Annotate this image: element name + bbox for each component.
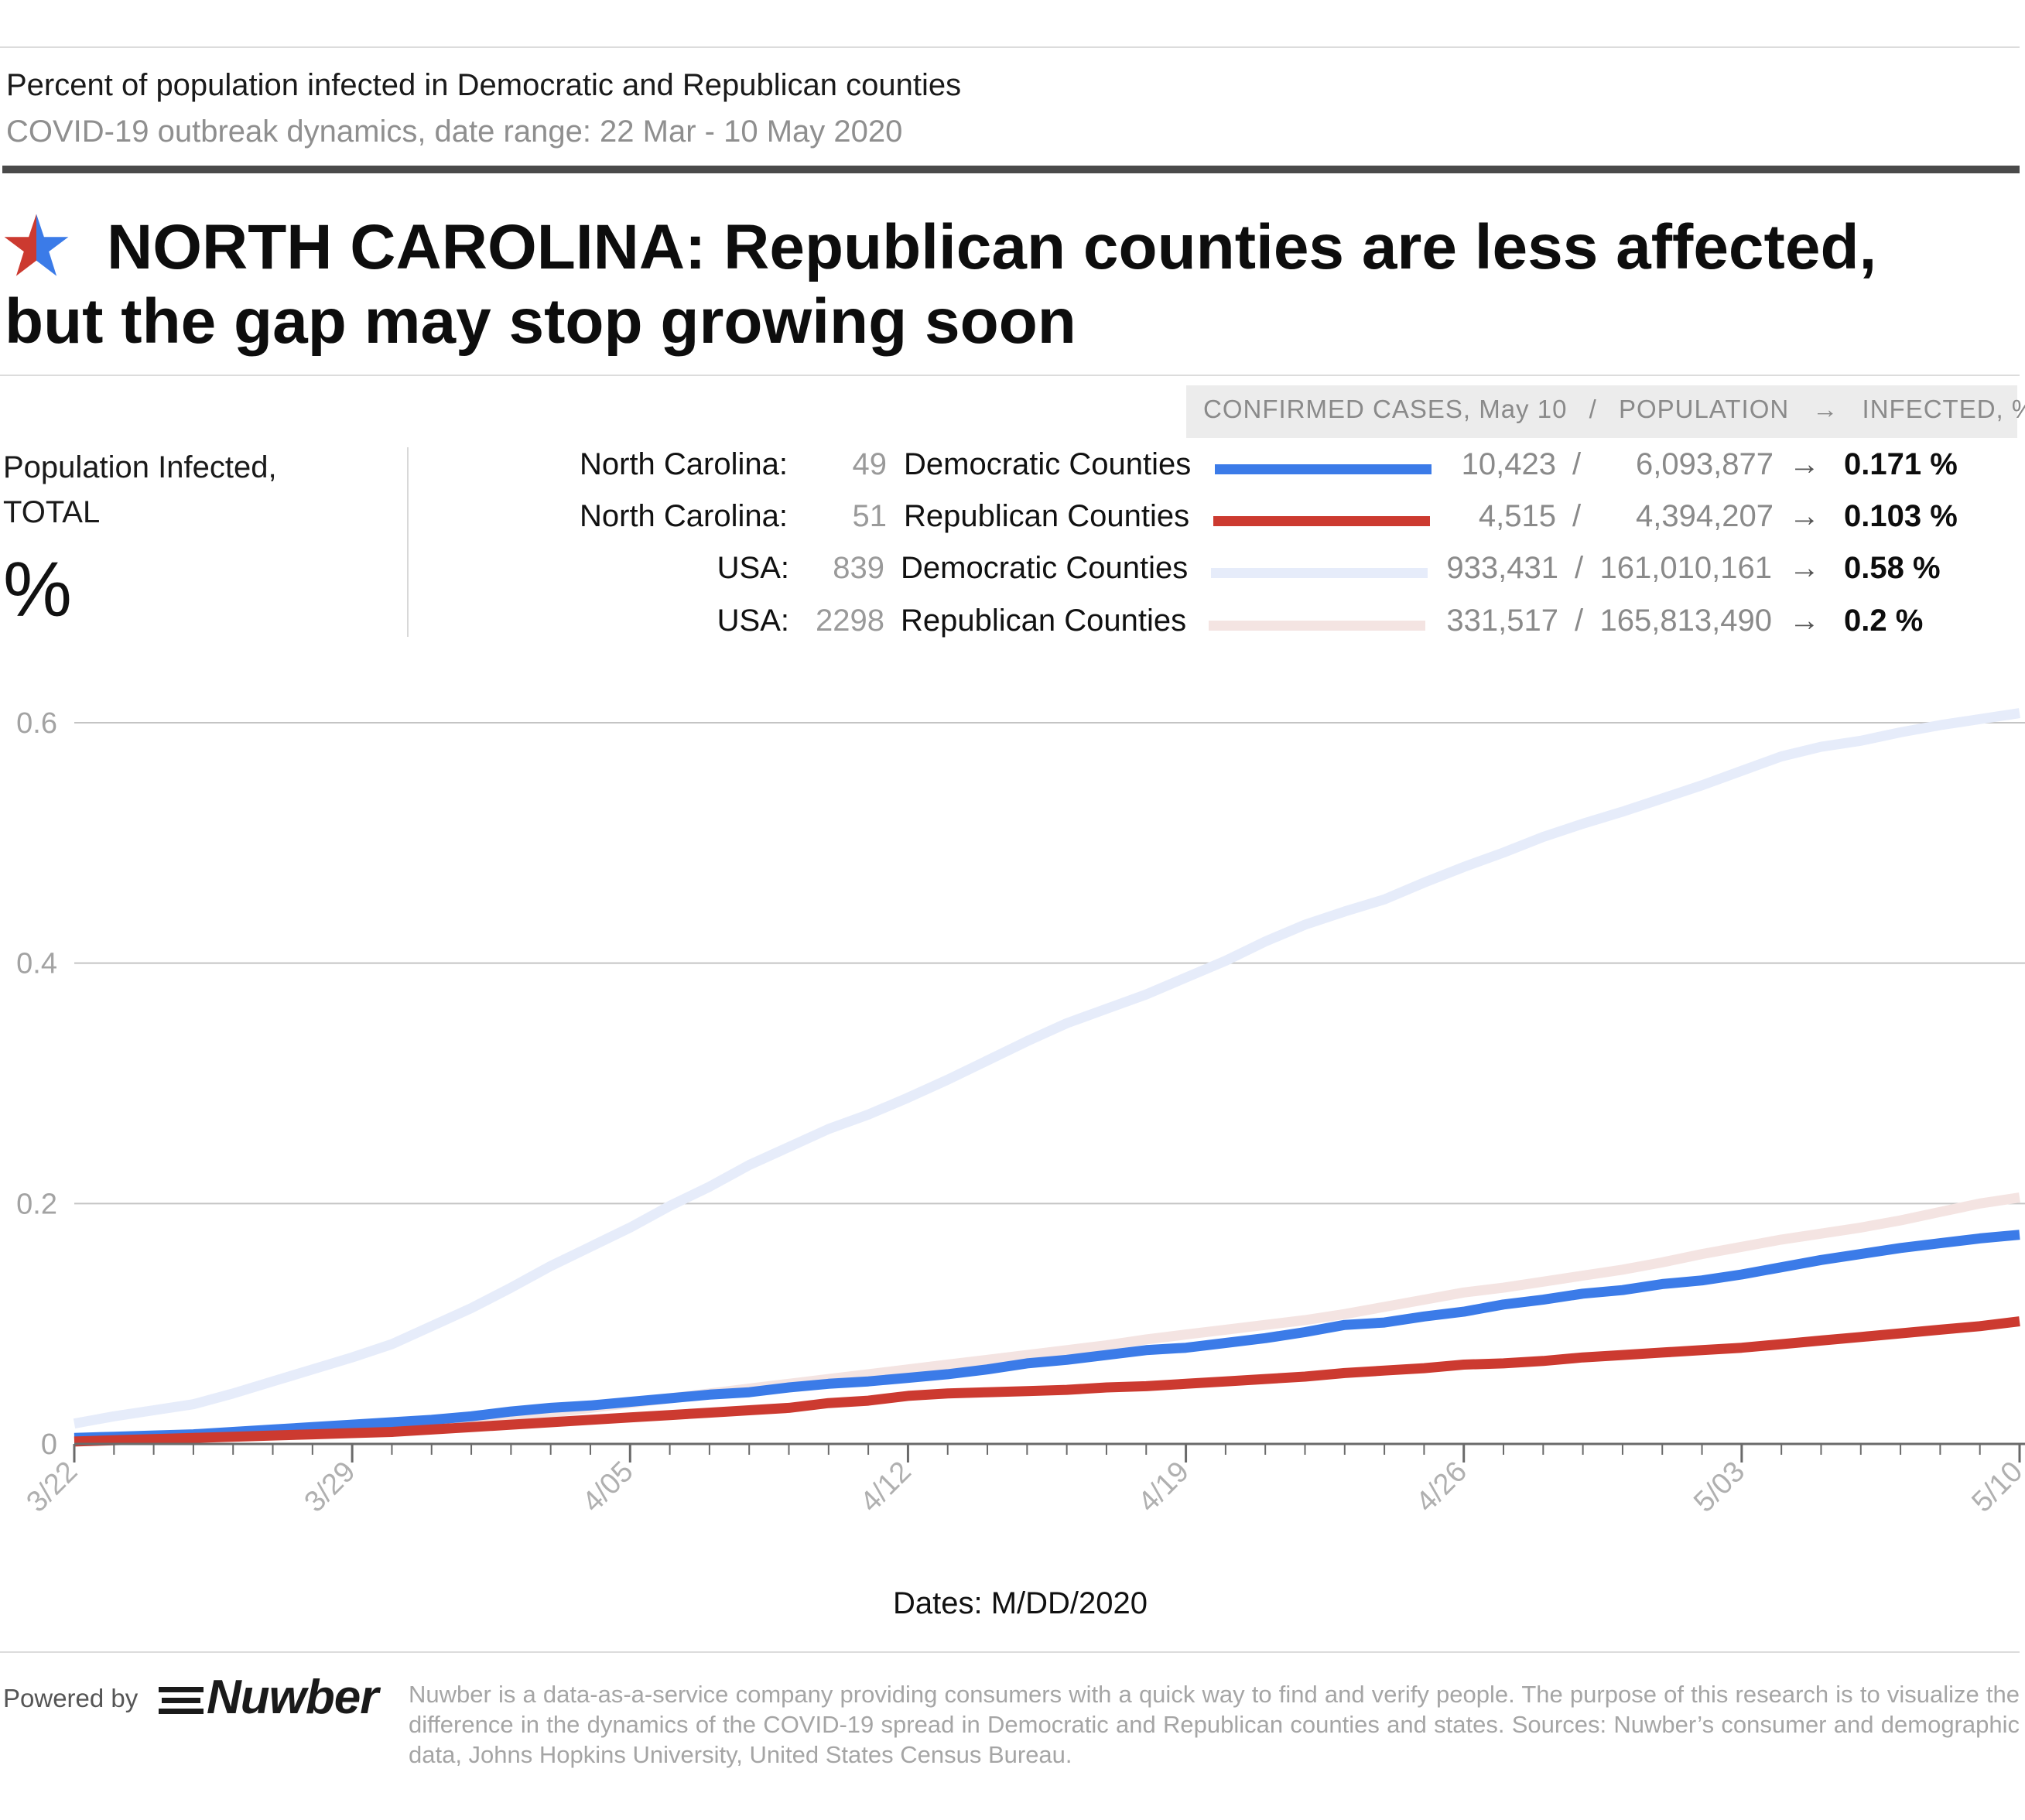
gridlines: 0 0.2 0.4 0.6	[16, 707, 2025, 1461]
x-tick-label: 5/10	[1965, 1456, 2025, 1519]
legend-region: North Carolina:	[579, 447, 788, 481]
legend-slash: /	[1572, 447, 1582, 481]
chart-subtitle: Percent of population infected in Democr…	[6, 68, 962, 102]
legend-population: 4,394,207	[1636, 499, 1774, 533]
legend-cases: 331,517	[1446, 604, 1558, 638]
population-infected-label-line2: TOTAL	[3, 495, 101, 529]
logo-text: Nuwber	[207, 1671, 378, 1724]
legend-arrow: →	[1789, 551, 1820, 585]
x-tick-label: 4/19	[1132, 1456, 1196, 1519]
legend-slash: /	[1575, 551, 1584, 585]
x-tick-label: 4/26	[1410, 1456, 1473, 1519]
legend-header-slash: /	[1589, 395, 1597, 423]
legend-population: 161,010,161	[1599, 551, 1772, 585]
legend-infected-percent: 0.2 %	[1844, 604, 1924, 638]
legend-cases: 4,515	[1478, 499, 1556, 533]
legend-slash: /	[1572, 499, 1582, 533]
legend-swatch-red	[1213, 516, 1430, 526]
legend-swatch-blue	[1215, 464, 1432, 474]
legend-arrow: →	[1789, 499, 1820, 533]
legend-infected-percent: 0.58 %	[1844, 551, 1941, 585]
footer-rule	[0, 1651, 2020, 1653]
x-axis: 3/22 3/29 4/05 4/12 4/19 4/26 5/03 5/10	[20, 1442, 2025, 1519]
population-infected-label-line1: Population Infected,	[3, 450, 277, 484]
legend-region: USA:	[717, 551, 789, 585]
header-divider	[2, 166, 2020, 173]
series-line-north-carolina-democratic-counties	[74, 1230, 2020, 1443]
x-tick-label: 4/05	[576, 1456, 640, 1519]
x-axis-title: Dates: M/DD/2020	[892, 1586, 1148, 1620]
legend-swatch-light-blue	[1211, 568, 1428, 578]
legend-row-nc-rep: North Carolina: 51 Republican Counties 4…	[0, 499, 2025, 546]
legend-county-count: 51	[852, 499, 888, 533]
y-tick-label: 0	[41, 1428, 57, 1461]
series-line-usa-democratic-counties	[73, 708, 2020, 1428]
y-tick-label: 0.6	[16, 707, 57, 740]
percent-symbol: %	[3, 546, 72, 633]
legend-arrow: →	[1789, 604, 1820, 638]
series-line-usa-republican-counties	[74, 1192, 2020, 1445]
legend-population: 165,813,490	[1599, 604, 1772, 638]
legend-arrow: →	[1789, 447, 1820, 481]
legend-party: Republican Counties	[901, 604, 1187, 638]
headline-rule	[0, 375, 2020, 376]
logo-flag-icon	[159, 1686, 204, 1714]
legend-header-population: POPULATION	[1618, 395, 1790, 423]
legend-infected-percent: 0.103 %	[1844, 499, 1958, 533]
legend-cases: 933,431	[1446, 551, 1558, 585]
headline-text: NORTH CAROLINA: Republican counties are …	[5, 212, 1877, 357]
legend-population: 6,093,877	[1636, 447, 1774, 481]
legend-party: Republican Counties	[904, 499, 1190, 533]
legend-header-background	[1186, 385, 2017, 438]
legend-swatch-light-red	[1209, 621, 1425, 631]
legend-county-count: 49	[852, 447, 888, 481]
population-infected-label: Population Infected, TOTAL	[3, 445, 277, 535]
series-line-north-carolina-republican-counties	[74, 1316, 2020, 1447]
legend-county-count: 2298	[816, 604, 884, 638]
legend-header-cases: CONFIRMED CASES, May 10	[1203, 395, 1568, 423]
legend-row-usa-dem: USA: 839 Democratic Counties 933,431 / 1…	[0, 551, 2025, 597]
legend-header-arrow: →	[1812, 395, 1839, 423]
legend-row-nc-dem: North Carolina: 49 Democratic Counties 1…	[0, 447, 2025, 494]
date-range-subtitle: COVID-19 outbreak dynamics, date range: …	[6, 115, 903, 149]
y-tick-label: 0.4	[16, 948, 57, 980]
x-tick-label: 3/29	[299, 1456, 362, 1519]
y-tick-label: 0.2	[16, 1188, 57, 1220]
top-rule	[0, 46, 2020, 48]
x-tick-label: 4/12	[854, 1456, 918, 1519]
x-tick-label: 3/22	[20, 1456, 84, 1519]
legend-header: CONFIRMED CASES, May 10 / POPULATION → I…	[1203, 395, 2025, 424]
legend-county-count: 839	[833, 551, 884, 585]
legend-region: North Carolina:	[579, 499, 788, 533]
legend-region: USA:	[717, 604, 789, 638]
x-tick-label: 5/03	[1688, 1456, 1751, 1519]
legend-header-infected: INFECTED, %	[1862, 395, 2025, 423]
nuwber-logo[interactable]: Nuwber	[159, 1670, 378, 1725]
legend-cases: 10,423	[1461, 447, 1556, 481]
legend-infected-percent: 0.171 %	[1844, 447, 1958, 481]
page-title: NORTH CAROLINA: Republican counties are …	[5, 210, 1986, 359]
star-icon	[4, 214, 69, 276]
legend-slash: /	[1575, 604, 1584, 638]
legend-row-usa-rep: USA: 2298 Republican Counties 331,517 / …	[0, 604, 2025, 650]
series-lines	[73, 708, 2020, 1447]
legend-party: Democratic Counties	[904, 447, 1192, 481]
legend-party: Democratic Counties	[901, 551, 1189, 585]
legend-divider	[407, 447, 409, 637]
powered-by-label: Powered by	[3, 1684, 139, 1712]
footer-disclaimer: Nuwber is a data-as-a-service company pr…	[409, 1681, 2020, 1768]
